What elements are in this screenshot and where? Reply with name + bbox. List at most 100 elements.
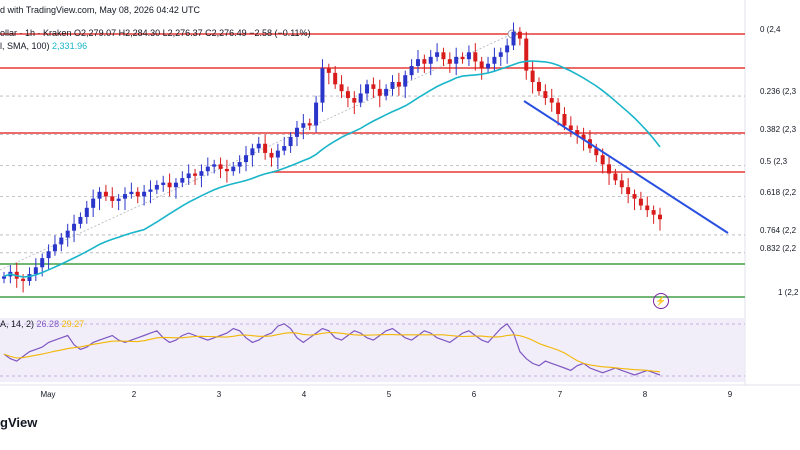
- candle-body: [231, 166, 236, 172]
- candle-body: [594, 148, 599, 156]
- candle-body: [52, 244, 57, 252]
- candle-body: [466, 52, 471, 60]
- candle-body: [46, 251, 51, 259]
- x-tick-label: May: [40, 390, 56, 399]
- candle-body: [409, 66, 414, 76]
- candle-body: [186, 173, 191, 179]
- candle-body: [638, 198, 643, 206]
- candle-body: [511, 31, 516, 46]
- candle-body: [224, 168, 229, 172]
- candle-body: [78, 216, 83, 224]
- candle-body: [492, 56, 497, 64]
- candle-body: [435, 52, 440, 57]
- candle-body: [371, 84, 376, 89]
- candle-body: [193, 173, 198, 176]
- candle-body: [244, 155, 249, 163]
- candle-body: [479, 61, 484, 69]
- candle-body: [288, 136, 293, 147]
- rsi-label: A, 14, 2): [0, 319, 35, 329]
- candle-body: [619, 180, 624, 188]
- candle-body: [199, 171, 204, 176]
- candle-body: [250, 148, 255, 156]
- candle-body: [377, 88, 382, 96]
- fib-label: 0.764 (2,2: [760, 225, 797, 235]
- candle-body: [256, 143, 261, 149]
- candle-body: [428, 56, 433, 64]
- published-line: d with TradingView.com, May 08, 2026 04:…: [0, 5, 200, 15]
- candle-body: [473, 52, 478, 62]
- replay-icon[interactable]: ⚡: [653, 293, 669, 309]
- candle-body: [600, 155, 605, 165]
- candle-body: [422, 59, 427, 64]
- candle-body: [447, 59, 452, 64]
- candle-body: [59, 237, 64, 245]
- candle-body: [626, 187, 631, 195]
- symbol-name: ollar · 1h · Kraken: [0, 28, 72, 38]
- candle-body: [352, 98, 357, 103]
- candle-body: [575, 130, 580, 135]
- x-tick-label: 6: [471, 390, 477, 399]
- candle-body: [72, 223, 77, 231]
- fib-label: 0.236 (2,3: [760, 87, 797, 97]
- candle-body: [613, 173, 618, 181]
- candle-body: [505, 45, 510, 53]
- fib-label: 1 (2,2: [778, 288, 799, 297]
- candle-body: [651, 210, 656, 215]
- candle-body: [562, 114, 567, 126]
- candle-body: [129, 191, 134, 195]
- candle-body: [180, 178, 185, 183]
- candle-body: [123, 194, 128, 199]
- x-tick-label: 3: [216, 390, 222, 399]
- candle-body: [486, 63, 491, 69]
- x-tick-label: 7: [557, 390, 563, 399]
- fib-label: 0.382 (2,3: [760, 125, 797, 135]
- symbol-line: ollar · 1h · Kraken O2,279.07 H2,284.30 …: [0, 28, 311, 38]
- x-tick-label: 8: [642, 390, 648, 399]
- candle-body: [517, 31, 522, 39]
- candle-body: [365, 84, 370, 94]
- candle-body: [301, 123, 306, 128]
- candle-body: [237, 162, 242, 167]
- x-tick-label: 4: [301, 390, 307, 399]
- candle-body: [97, 191, 102, 199]
- candle-body: [218, 164, 223, 169]
- candle-body: [21, 278, 26, 281]
- sma-indicator[interactable]: l, SMA, 100) 2,331.96: [0, 41, 87, 51]
- candle-body: [415, 59, 420, 67]
- candle-body: [320, 68, 325, 103]
- sma-label: l, SMA, 100): [0, 41, 50, 51]
- candle-body: [498, 52, 503, 57]
- ohlc-readout: O2,279.07 H2,284.30 L2,276.37 C2,276.49 …: [74, 28, 311, 38]
- candle-body: [645, 205, 650, 211]
- candle-body: [530, 70, 535, 83]
- fib-anchor-line: [0, 33, 513, 271]
- candle-body: [454, 56, 459, 64]
- candle-body: [396, 82, 401, 87]
- candle-body: [556, 102, 561, 115]
- candle-body: [536, 82, 541, 92]
- candle-body: [403, 75, 408, 87]
- candle-body: [333, 72, 338, 85]
- candle-body: [460, 56, 465, 60]
- candle-body: [282, 146, 287, 151]
- candle-body: [173, 182, 178, 188]
- sma-line: [3, 60, 661, 278]
- x-tick-label: 9: [727, 390, 733, 399]
- candle-body: [103, 191, 108, 197]
- fib-label: 0.618 (2,2: [760, 187, 797, 197]
- candle-body: [33, 267, 38, 275]
- candle-body: [148, 189, 153, 192]
- candle-body: [390, 82, 395, 89]
- candle-body: [84, 207, 89, 217]
- candle-body: [2, 276, 6, 279]
- bearish-trend-line: [523, 100, 729, 234]
- rsi-indicator[interactable]: A, 14, 2) 26.28 29.27: [0, 319, 84, 329]
- rsi-line: [3, 322, 661, 376]
- x-tick-label: 5: [386, 390, 392, 399]
- candle-body: [524, 38, 529, 71]
- rsi-band: [0, 318, 745, 382]
- candle-body: [607, 164, 612, 174]
- candle-body: [568, 125, 573, 131]
- candle-body: [212, 164, 217, 167]
- candle-body: [632, 194, 637, 199]
